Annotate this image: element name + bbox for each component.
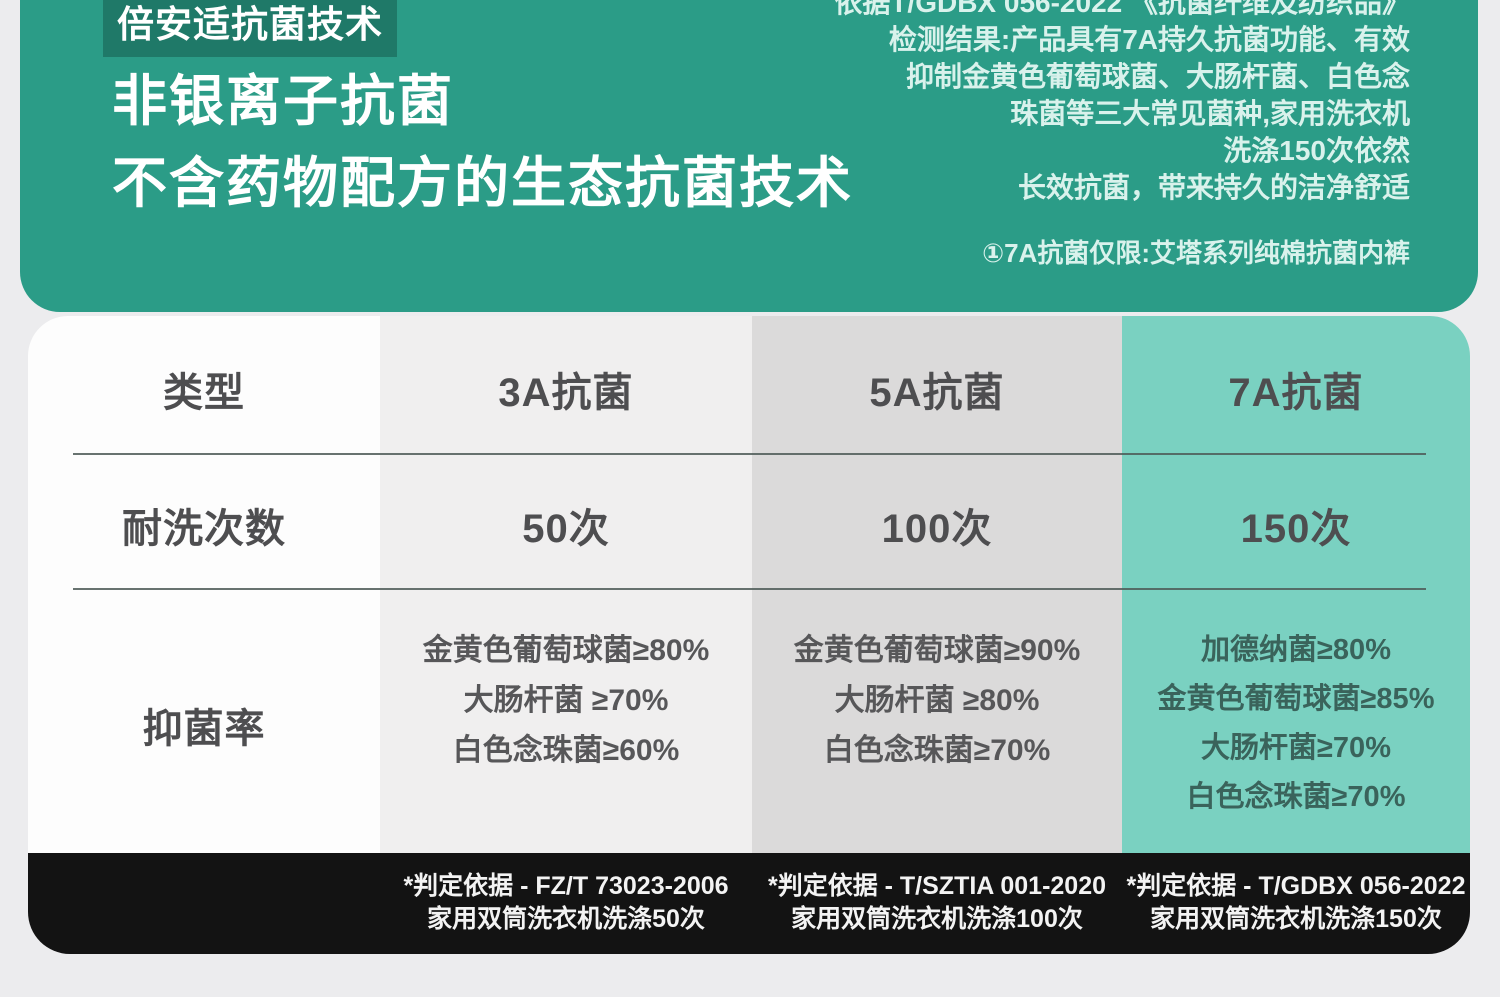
inhibition-item: 大肠杆菌 ≥80% (834, 684, 1040, 717)
footer-note-method: 家用双筒洗衣机洗涤50次 (427, 905, 705, 933)
footer-note-basis: *判定依据 - FZ/T 73023-2006 (403, 872, 729, 900)
wash-count-5a: 100次 (752, 453, 1122, 588)
hero-footnote: ①7A抗菌仅限:艾塔系列纯棉抗菌内裤 (982, 238, 1410, 268)
inhibition-item: 金黄色葡萄球菌≥85% (1157, 683, 1435, 715)
table-separator-2 (73, 588, 1426, 590)
inhibition-list-3a: 金黄色葡萄球菌≥80% 大肠杆菌 ≥70% 白色念珠菌≥60% (380, 588, 752, 853)
hero-panel: 倍安适抗菌技术 非银离子抗菌 不含药物配方的生态抗菌技术 依据T/GDBX 05… (20, 0, 1478, 312)
hero-subtitle-2: 不含药物配方的生态抗菌技术 (112, 152, 854, 214)
inhibition-item: 白色念珠菌≥60% (452, 734, 680, 767)
comparison-table: 类型 3A抗菌 5A抗菌 7A抗菌 耐洗次数 50次 100次 150次 抑菌率… (28, 316, 1470, 853)
inhibition-item: 白色念珠菌≥70% (823, 734, 1051, 767)
table-header-5a: 5A抗菌 (752, 316, 1122, 453)
hero-description: 依据T/GDBX 056-2022 《抗菌纤维及纺织品》 检测结果:产品具有7A… (834, 0, 1410, 206)
footer-note-3a: *判定依据 - FZ/T 73023-2006 家用双筒洗衣机洗涤50次 (380, 853, 752, 954)
inhibition-item: 大肠杆菌≥70% (1201, 732, 1391, 764)
footer-note-method: 家用双筒洗衣机洗涤150次 (1150, 905, 1442, 933)
footer-note-7a: *判定依据 - T/GDBX 056-2022 家用双筒洗衣机洗涤150次 (1122, 853, 1470, 954)
table-separator-1 (73, 453, 1426, 455)
footer-spacer (28, 853, 380, 954)
hero-description-line: 洗涤150次依然 (1223, 135, 1410, 166)
inhibition-item: 金黄色葡萄球菌≥90% (793, 634, 1081, 667)
inhibition-item: 加德纳菌≥80% (1201, 634, 1391, 666)
hero-description-line: 珠菌等三大常见菌种,家用洗衣机 (1010, 98, 1410, 129)
wash-count-7a: 150次 (1122, 453, 1470, 588)
hero-description-line: 长效抗菌，带来持久的洁净舒适 (1017, 172, 1410, 203)
table-header-7a: 7A抗菌 (1122, 316, 1470, 453)
table-header-type: 类型 (28, 316, 380, 453)
inhibition-item: 大肠杆菌 ≥70% (463, 684, 669, 717)
hero-description-line: 抑制金黄色葡萄球菌、大肠杆菌、白色念 (905, 61, 1410, 92)
inhibition-rate-label: 抑菌率 (28, 588, 380, 853)
table-header-3a: 3A抗菌 (380, 316, 752, 453)
hero-subtitle-1: 非银离子抗菌 (112, 70, 455, 132)
footer-note-method: 家用双筒洗衣机洗涤100次 (791, 905, 1083, 933)
footer-bar: *判定依据 - FZ/T 73023-2006 家用双筒洗衣机洗涤50次 *判定… (28, 853, 1470, 954)
hero-description-line: 依据T/GDBX 056-2022 《抗菌纤维及纺织品》 (834, 0, 1410, 18)
footer-note-basis: *判定依据 - T/SZTIA 001-2020 (767, 872, 1107, 900)
footer-note-5a: *判定依据 - T/SZTIA 001-2020 家用双筒洗衣机洗涤100次 (752, 853, 1122, 954)
inhibition-item: 白色念珠菌≥70% (1186, 781, 1406, 813)
brand-title: 倍安适抗菌技术 (117, 4, 383, 45)
inhibition-list-5a: 金黄色葡萄球菌≥90% 大肠杆菌 ≥80% 白色念珠菌≥70% (752, 588, 1122, 853)
wash-count-label: 耐洗次数 (28, 453, 380, 588)
inhibition-item: 金黄色葡萄球菌≥80% (422, 634, 710, 667)
inhibition-list-7a: 加德纳菌≥80% 金黄色葡萄球菌≥85% 大肠杆菌≥70% 白色念珠菌≥70% (1122, 588, 1470, 853)
wash-count-3a: 50次 (380, 453, 752, 588)
footer-note-basis: *判定依据 - T/GDBX 056-2022 (1126, 872, 1466, 900)
brand-title-highlight: 倍安适抗菌技术 (103, 0, 397, 57)
hero-description-line: 检测结果:产品具有7A持久抗菌功能、有效 (888, 24, 1410, 55)
